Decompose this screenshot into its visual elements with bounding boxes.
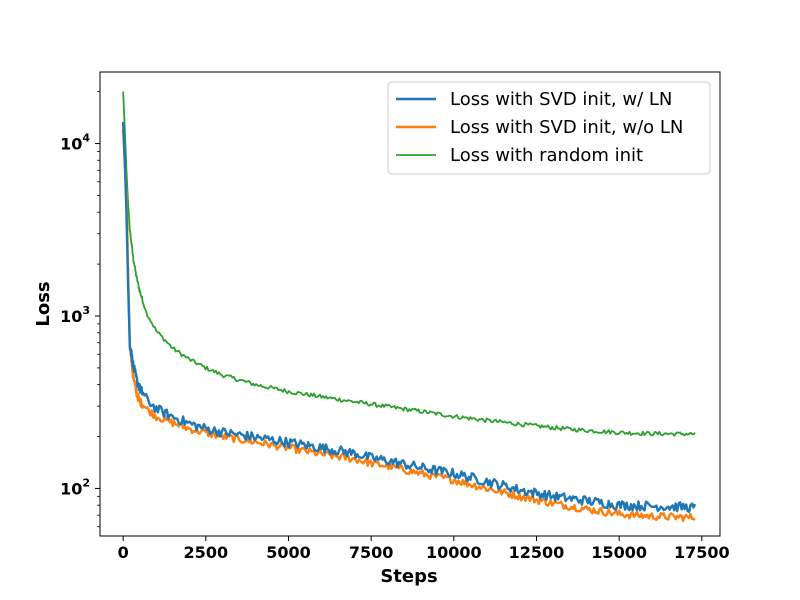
x-axis: 0 2500 5000 7500 10000 12500 15000 17500 (118, 536, 730, 562)
y-tick-label: 104 (60, 132, 90, 154)
series-line-loss-with-svd-init-w-ln (121, 121, 697, 514)
x-tick-label: 0 (118, 543, 129, 562)
plot-frame (99, 71, 721, 537)
x-tick-label: 10000 (426, 543, 482, 562)
x-tick-label: 15000 (591, 543, 647, 562)
x-tick-label: 7500 (349, 543, 394, 562)
legend-label-loss-with-svd-init-w-ln: Loss with SVD init, w/ LN (450, 89, 672, 110)
x-tick-label: 2500 (184, 543, 229, 562)
legend-label-loss-with-random-init: Loss with random init (450, 145, 643, 166)
x-tick-label: 12500 (509, 543, 565, 562)
series-line-loss-with-random-init (122, 91, 696, 437)
series-layer (121, 91, 697, 523)
y-axis: 102 103 104 (60, 91, 100, 528)
x-tick-label: 17500 (674, 543, 730, 562)
x-tick-label: 5000 (266, 543, 311, 562)
y-axis-title: Loss (33, 281, 54, 326)
x-axis-title: Steps (380, 566, 437, 587)
legend-label-loss-with-svd-init-w-o-ln: Loss with SVD init, w/o LN (450, 117, 683, 138)
y-tick-label: 103 (60, 304, 90, 326)
y-tick-label: 102 (60, 476, 90, 498)
legend-box (387, 81, 711, 175)
legend: Loss with SVD init, w/ LN Loss with SVD i… (387, 81, 711, 175)
